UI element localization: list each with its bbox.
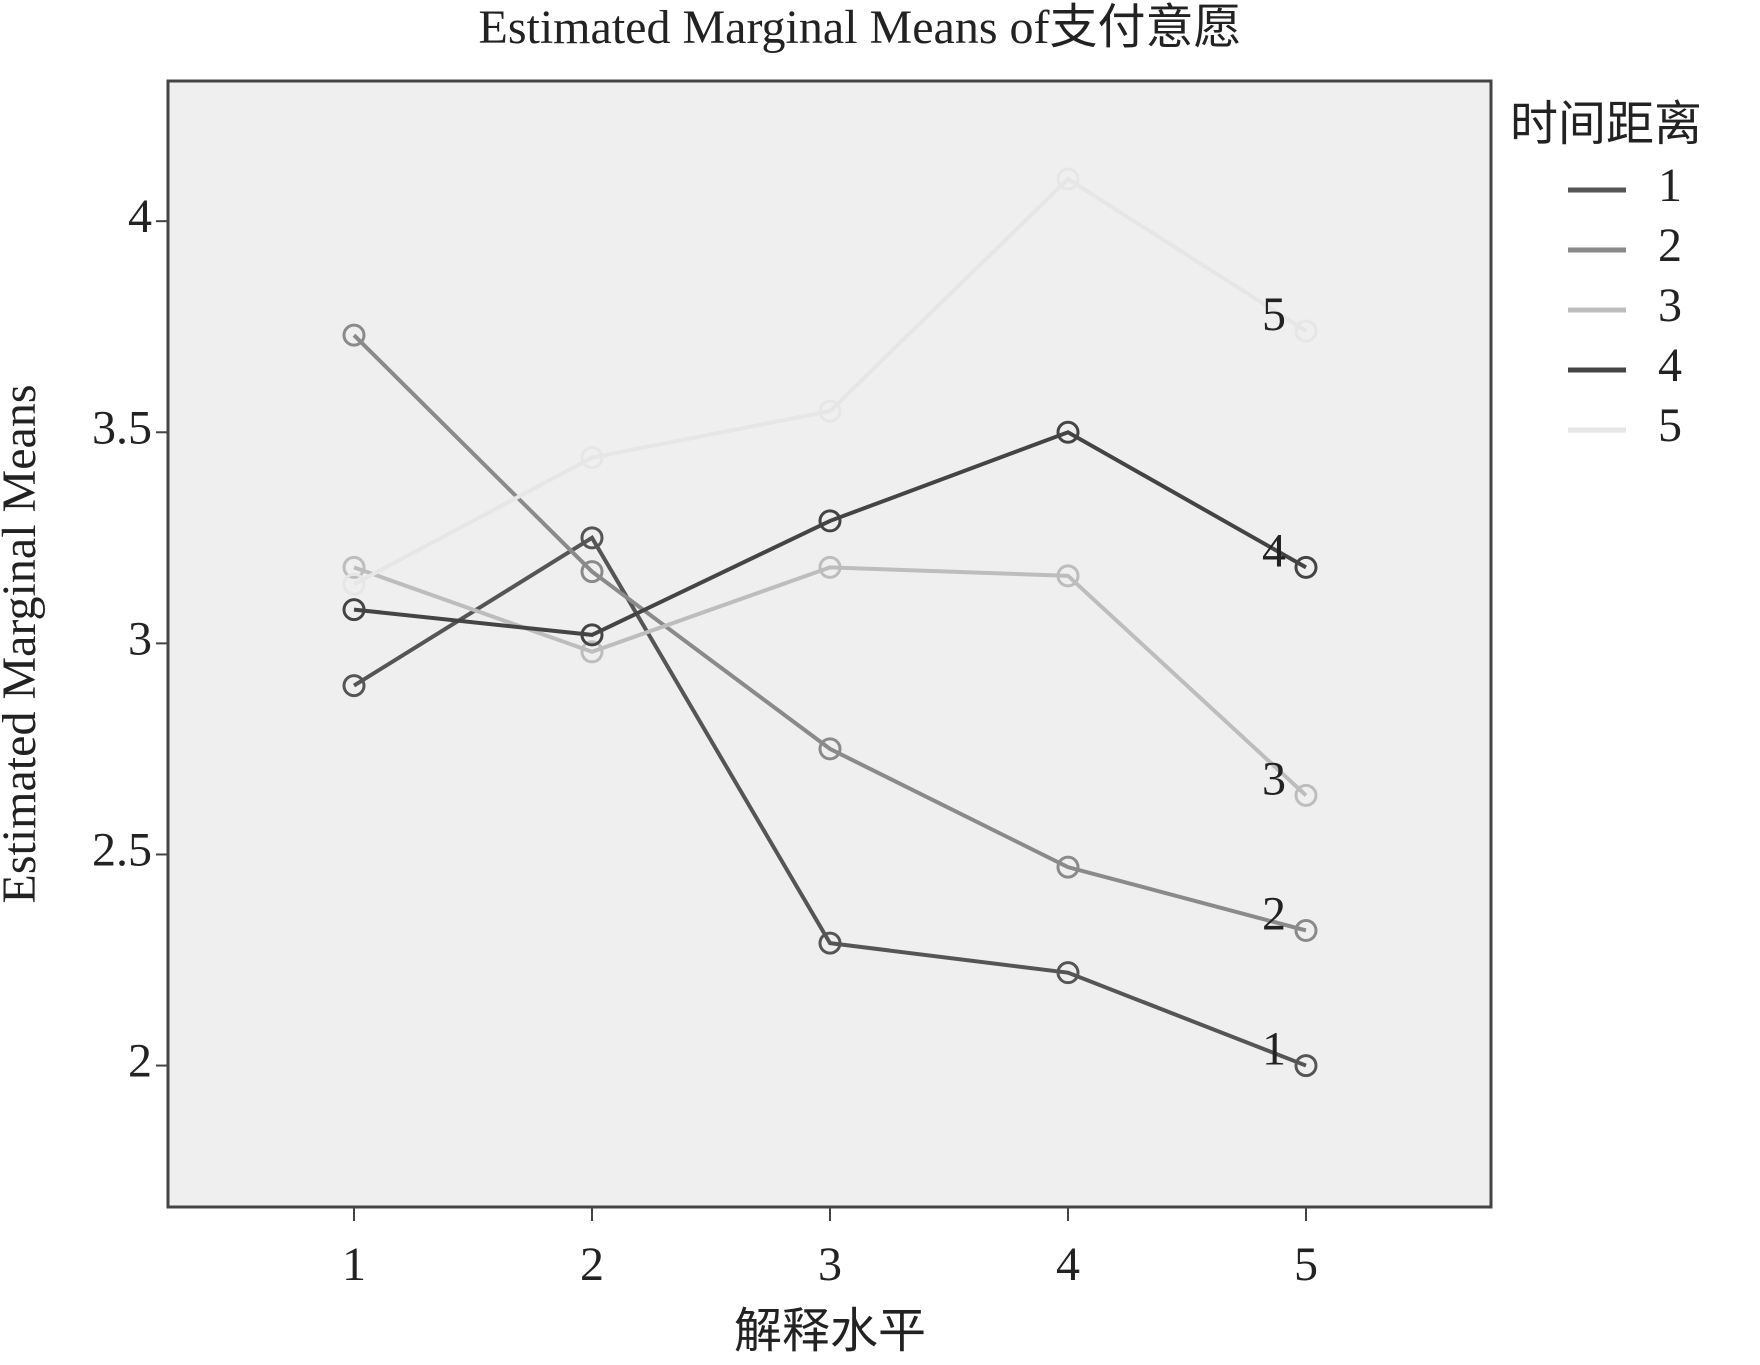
point	[1294, 783, 1318, 807]
point	[1056, 167, 1080, 191]
point	[342, 555, 366, 579]
series-line	[352, 535, 1307, 1068]
legend-label: 2	[1658, 219, 1682, 272]
point	[1294, 555, 1318, 579]
series-end-label: 3	[1262, 752, 1286, 805]
legend-label: 4	[1658, 339, 1682, 392]
series-end-label: 4	[1262, 524, 1286, 577]
point	[1056, 420, 1080, 444]
point	[580, 640, 604, 664]
point	[580, 560, 604, 584]
point	[1056, 564, 1080, 588]
point	[818, 399, 842, 423]
x-tick-label: 2	[580, 1238, 604, 1291]
point	[342, 572, 366, 596]
legend-title: 时间距离	[1510, 98, 1702, 151]
series-end-label: 1	[1262, 1023, 1286, 1076]
point	[342, 323, 366, 347]
point	[818, 555, 842, 579]
legend-label: 1	[1658, 159, 1682, 212]
y-tick-label: 3	[128, 612, 152, 665]
series-end-label: 2	[1262, 887, 1286, 940]
point	[1294, 319, 1318, 343]
series-line	[353, 565, 1308, 797]
x-tick-label: 4	[1056, 1238, 1080, 1291]
series-line	[352, 333, 1307, 933]
x-tick-label: 3	[818, 1238, 842, 1291]
x-axis-label: 解释水平	[734, 1305, 926, 1358]
y-tick-label: 2.5	[92, 823, 152, 876]
plot-area	[166, 79, 1493, 1209]
point	[818, 931, 842, 955]
series-end-label: 5	[1262, 288, 1286, 341]
point	[580, 526, 604, 550]
point	[1056, 855, 1080, 879]
chart-title: Estimated Marginal Means of支付意愿	[479, 1, 1242, 54]
legend-label: 5	[1658, 399, 1682, 452]
point	[580, 446, 604, 470]
x-tick-label: 5	[1294, 1238, 1318, 1291]
point	[342, 598, 366, 622]
point	[1294, 918, 1318, 942]
point	[342, 674, 366, 698]
series-line	[353, 176, 1308, 587]
point	[1294, 1054, 1318, 1078]
point	[580, 623, 604, 647]
x-tick-label: 1	[342, 1238, 366, 1291]
legend-label: 3	[1658, 279, 1682, 332]
y-axis-label: Estimated Marginal Means	[0, 385, 46, 904]
point	[818, 737, 842, 761]
y-tick-label: 3.5	[92, 401, 152, 454]
point	[1056, 961, 1080, 985]
y-tick-label: 4	[128, 190, 152, 243]
series-line	[353, 430, 1307, 637]
y-tick-label: 2	[128, 1035, 152, 1088]
point	[818, 509, 842, 533]
